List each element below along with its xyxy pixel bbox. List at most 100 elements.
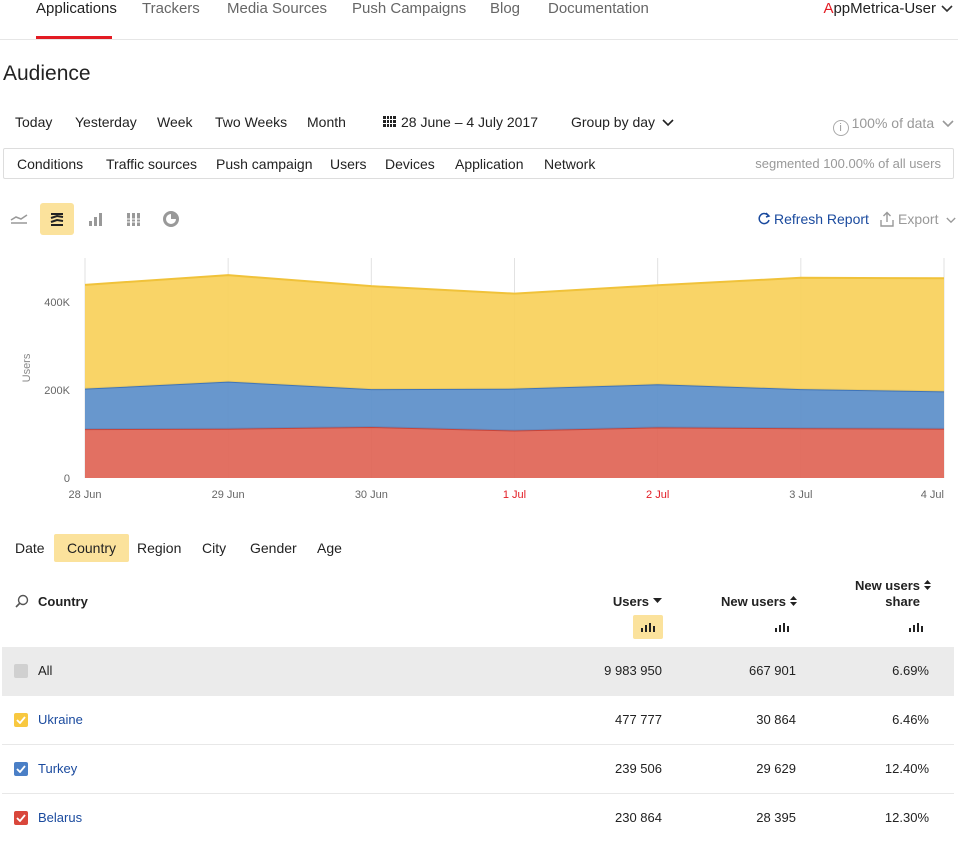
row-country-name[interactable]: Turkey: [38, 761, 78, 776]
row-country-name[interactable]: Belarus: [38, 810, 83, 825]
search-icon[interactable]: [15, 594, 29, 611]
y-tick-label: 400K: [44, 297, 70, 309]
column-new-users-label: New users: [720, 594, 786, 609]
stacked-bar-icon[interactable]: [116, 203, 150, 235]
row-checkbox[interactable]: [14, 664, 28, 678]
y-axis-label: Users: [21, 353, 33, 382]
x-tick-label: 30 Jun: [355, 489, 388, 501]
dimension-date[interactable]: Date: [15, 540, 45, 556]
column-users-label: Users: [612, 594, 649, 609]
pie-chart-icon[interactable]: [154, 203, 188, 235]
tab-applications[interactable]: Applications: [36, 0, 117, 17]
row-new-users: 667 901: [749, 663, 796, 678]
table-row[interactable]: Belarus 230 864 28 395 12.30%: [2, 794, 954, 841]
row-checkbox[interactable]: [14, 762, 28, 776]
table-row[interactable]: Turkey 239 506 29 629 12.40%: [2, 745, 954, 794]
tab-blog[interactable]: Blog: [490, 0, 521, 17]
row-country-name[interactable]: Ukraine: [38, 712, 83, 727]
table-row[interactable]: Ukraine 477 777 30 864 6.46%: [2, 696, 954, 745]
period-two-weeks[interactable]: Two Weeks: [215, 114, 288, 130]
area-turkey: [85, 381, 944, 431]
data-quality-label: 100% of data: [851, 115, 935, 131]
segment-coverage-note: segmented 100.00% of all users: [755, 156, 941, 171]
column-share-label-1: New users: [854, 578, 920, 593]
segment-network[interactable]: Network: [544, 156, 596, 172]
row-users: 9 983 950: [604, 663, 662, 678]
period-week[interactable]: Week: [157, 114, 193, 130]
tab-push-campaigns[interactable]: Push Campaigns: [352, 0, 467, 17]
tab-documentation[interactable]: Documentation: [548, 0, 649, 17]
row-share: 12.30%: [884, 810, 929, 825]
dimension-city[interactable]: City: [202, 540, 227, 556]
column-country[interactable]: Country: [38, 594, 88, 609]
segment-application[interactable]: Application: [455, 156, 524, 172]
calendar-grid-icon: [383, 116, 396, 127]
bar-chart-toggle-share[interactable]: [901, 615, 931, 639]
row-country-name: All: [38, 663, 53, 678]
period-today[interactable]: Today: [15, 114, 53, 130]
audience-chart: 0 200K 400K Users 28 Jun 29 Jun 30 Jun 1 Jul 2 J…: [21, 258, 945, 501]
bar-chart-toggle-users[interactable]: [633, 615, 663, 639]
segment-users[interactable]: Users: [330, 156, 367, 172]
table-row[interactable]: All 9 983 950 667 901 6.69%: [2, 647, 954, 696]
tab-media-sources[interactable]: Media Sources: [227, 0, 328, 17]
line-chart-icon[interactable]: [2, 203, 36, 235]
export-dropdown[interactable]: Export: [880, 211, 956, 227]
refresh-report-button[interactable]: Refresh Report: [757, 211, 869, 227]
row-checkbox[interactable]: [14, 811, 28, 825]
top-nav: Applications Trackers Media Sources Push…: [0, 0, 958, 40]
user-name: ppMetrica-User: [833, 0, 936, 17]
segmentation-bar: Conditions Traffic sources Push campaign…: [3, 148, 954, 179]
dimension-gender[interactable]: Gender: [250, 540, 297, 556]
series-line-ukraine: [84, 274, 945, 295]
column-new-users-share[interactable]: New users share: [855, 578, 931, 610]
dimension-region[interactable]: Region: [137, 540, 182, 556]
segment-conditions[interactable]: Conditions: [17, 156, 84, 172]
row-share: 12.40%: [884, 761, 929, 776]
dimension-country[interactable]: Country: [54, 534, 130, 562]
chevron-down-icon: [942, 211, 956, 227]
period-yesterday[interactable]: Yesterday: [75, 114, 137, 130]
chevron-down-icon: [938, 115, 954, 131]
data-quality-dropdown[interactable]: i 100% of data: [832, 115, 954, 136]
row-share: 6.46%: [892, 712, 929, 727]
export-icon: [880, 211, 898, 227]
segment-devices[interactable]: Devices: [385, 156, 435, 172]
sort-desc-icon: [649, 594, 662, 609]
sort-icon: [786, 594, 797, 609]
column-new-users[interactable]: New users: [721, 594, 797, 609]
x-tick-label: 2 Jul: [646, 489, 669, 501]
refresh-icon: [757, 211, 774, 227]
bar-chart-toggle-new-users[interactable]: [767, 615, 797, 639]
export-label: Export: [898, 211, 939, 227]
dimension-age[interactable]: Age: [317, 540, 342, 556]
group-by-label: Group by day: [571, 114, 656, 130]
row-new-users: 30 864: [756, 712, 796, 727]
refresh-report-label: Refresh Report: [774, 211, 869, 227]
area-ukraine: [85, 275, 944, 392]
segment-traffic-sources[interactable]: Traffic sources: [106, 156, 198, 172]
x-tick-label: 4 Jul: [921, 489, 944, 501]
stacked-area-icon[interactable]: [40, 203, 74, 235]
bar-chart-icon[interactable]: [78, 203, 112, 235]
series-line-belarus: [84, 425, 945, 432]
segment-push-campaign[interactable]: Push campaign: [216, 156, 313, 172]
tab-trackers[interactable]: Trackers: [142, 0, 200, 17]
x-tick-label: 3 Jul: [789, 489, 812, 501]
row-share: 6.69%: [892, 663, 929, 678]
group-by-dropdown[interactable]: Group by day: [571, 114, 674, 130]
user-menu[interactable]: AppMetrica-User: [823, 0, 958, 17]
column-users[interactable]: Users: [613, 594, 662, 609]
row-users: 230 864: [615, 810, 662, 825]
row-users: 239 506: [615, 761, 662, 776]
date-range-picker[interactable]: 28 June – 4 July 2017: [401, 114, 538, 130]
chevron-down-icon: [936, 0, 958, 17]
column-share-label-2: share: [885, 594, 920, 609]
period-month[interactable]: Month: [307, 114, 346, 130]
row-users: 477 777: [615, 712, 662, 727]
info-icon: i: [832, 120, 849, 136]
page-title: Audience: [3, 62, 91, 85]
row-checkbox[interactable]: [14, 713, 28, 727]
row-new-users: 29 629: [756, 761, 796, 776]
y-tick-label: 200K: [44, 385, 70, 397]
